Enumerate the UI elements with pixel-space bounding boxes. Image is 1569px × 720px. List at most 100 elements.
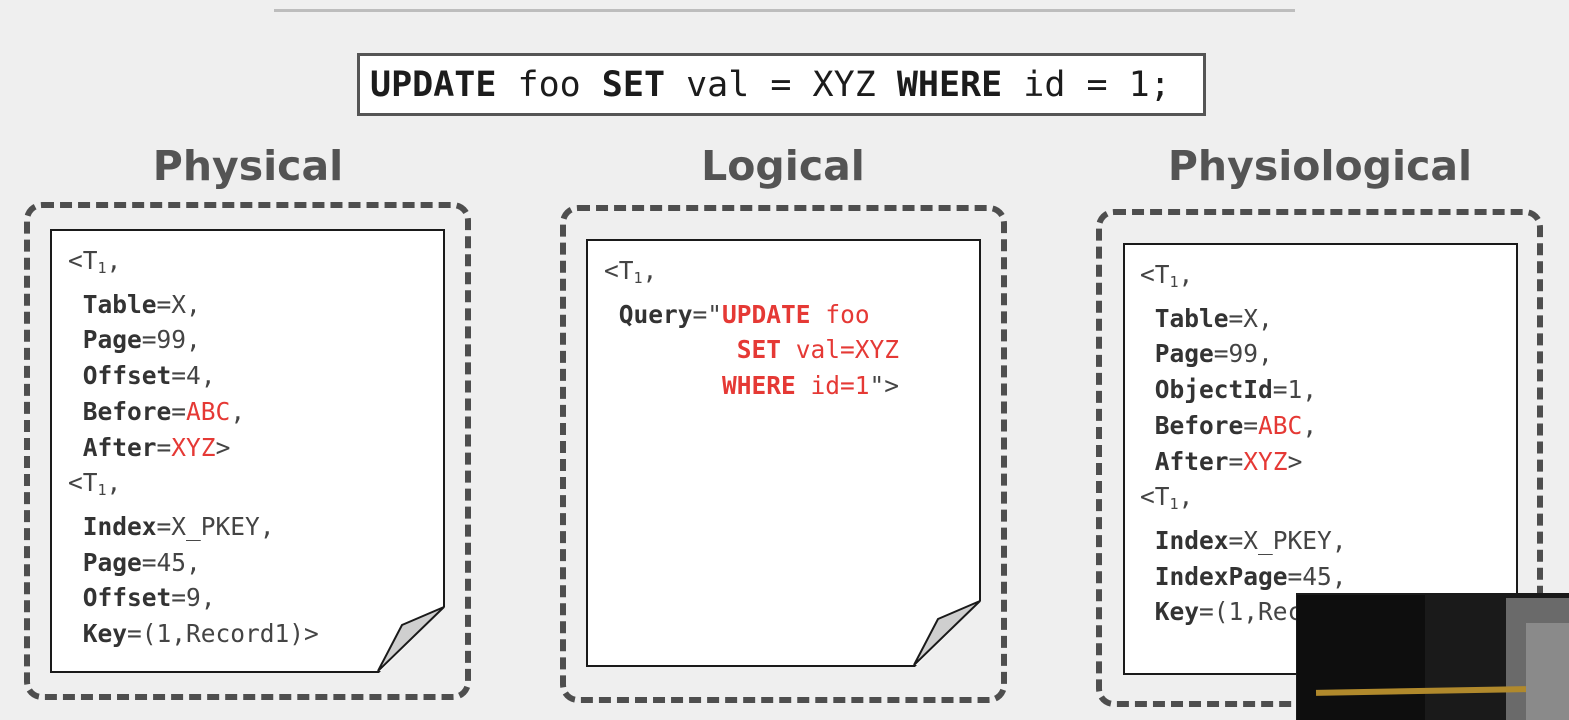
field-value: =9, [171, 583, 216, 613]
field-value [1140, 304, 1155, 333]
txn-subscript: 1 [1169, 273, 1179, 291]
field-value: WHERE [722, 371, 796, 401]
log-record-line: <T1, [1140, 257, 1391, 301]
log-record-line: Page=45, [68, 545, 319, 581]
field-name: IndexPage [1154, 561, 1288, 591]
field-value [1140, 375, 1155, 404]
sql-keyword: WHERE [896, 64, 1003, 105]
sql-text: foo [496, 64, 602, 105]
field-value [1140, 339, 1155, 368]
field-value: <T [68, 468, 98, 498]
field-name: Page [82, 325, 142, 355]
field-name: Table [82, 289, 157, 319]
field-value [68, 512, 83, 541]
field-value: =99, [141, 325, 201, 355]
log-record-line: Before=ABC, [1140, 408, 1391, 444]
log-record-line: Table=X, [68, 287, 319, 323]
field-name: Page [82, 547, 142, 577]
field-value: = [171, 396, 187, 426]
field-value [68, 325, 83, 354]
log-record-line: <T1, [68, 465, 319, 509]
field-name: Index [1154, 525, 1229, 555]
sql-text: val = XYZ [665, 64, 897, 105]
field-value: =X, [1228, 303, 1273, 333]
field-value: , [1302, 410, 1318, 440]
field-name: Key [82, 619, 128, 649]
field-value: XYZ [1243, 446, 1288, 476]
field-value [1140, 526, 1155, 555]
field-value: , [642, 256, 658, 285]
physical-log-page [50, 229, 445, 673]
logical-log-records: <T1, Query="UPDATE foo SET val=XYZ WHERE… [604, 253, 899, 404]
field-name: Offset [82, 583, 172, 613]
field-name: Offset [82, 361, 172, 391]
field-value [68, 361, 83, 390]
physiological-heading: Physiological [1167, 142, 1473, 190]
field-value: <T [68, 246, 98, 275]
field-value: = [1228, 446, 1244, 476]
field-name: After [1154, 446, 1229, 476]
log-record-line: Index=X_PKEY, [68, 509, 319, 545]
field-name: Query [618, 299, 693, 329]
field-value: , [230, 396, 246, 426]
field-value: =4, [171, 361, 216, 391]
field-value: "> [869, 371, 900, 401]
physiological-log-records: <T1, Table=X, Page=99, ObjectId=1, Befor… [1140, 257, 1391, 630]
field-value [68, 583, 83, 612]
log-record-line: Page=99, [1140, 336, 1391, 372]
field-value: =X, [156, 289, 201, 319]
field-value [1140, 411, 1155, 440]
field-value: , [1178, 260, 1194, 289]
sql-keyword: SET [601, 64, 666, 105]
log-record-line: After=XYZ> [68, 430, 319, 466]
field-name: Page [1154, 339, 1214, 369]
field-name: Before [1154, 410, 1244, 440]
speaker-video-overlay [1296, 593, 1569, 720]
log-record-line: Offset=4, [68, 358, 319, 394]
field-value: =X_PKEY, [1228, 525, 1347, 555]
top-divider [274, 9, 1295, 12]
physical-panel [24, 202, 471, 700]
field-value: XYZ [171, 432, 216, 462]
field-value: , [106, 468, 122, 498]
txn-subscript: 1 [633, 269, 643, 287]
log-record-line: Page=99, [68, 322, 319, 358]
field-value [68, 397, 83, 426]
field-value [604, 371, 722, 400]
field-value: <T [1140, 482, 1170, 512]
log-record-line: <T1, [68, 243, 319, 287]
field-value: =45, [1287, 561, 1347, 591]
log-record-line: SET val=XYZ [604, 332, 899, 368]
sql-query-box: UPDATE foo SET val = XYZ WHERE id = 1; [357, 53, 1206, 116]
field-value [1140, 447, 1155, 476]
log-record-line: Index=X_PKEY, [1140, 523, 1391, 559]
field-value: = [156, 432, 172, 462]
log-record-line: <T1, [604, 253, 899, 297]
field-value: UPDATE [722, 299, 811, 329]
page-curl-icon [913, 600, 981, 666]
field-value: = [1243, 410, 1259, 440]
sql-keyword: UPDATE [370, 64, 497, 105]
field-value: =X_PKEY, [156, 511, 275, 541]
field-value [1140, 597, 1155, 626]
field-value: val=XYZ [781, 335, 900, 365]
field-name: ObjectId [1154, 375, 1273, 405]
log-record-line: Key=(1,Record1)> [68, 616, 319, 652]
field-value: =" [692, 299, 723, 329]
txn-subscript: 1 [97, 481, 107, 500]
field-value: foo [810, 299, 870, 329]
field-value: <T [604, 256, 634, 285]
field-value: > [215, 432, 231, 462]
field-value: <T [1140, 260, 1170, 289]
field-value: ABC [186, 396, 231, 426]
log-record-line: Offset=9, [68, 580, 319, 616]
field-name: After [82, 432, 157, 462]
field-value [604, 335, 737, 364]
field-value: , [1178, 482, 1194, 512]
field-value: =99, [1213, 339, 1273, 369]
sql-text: id = 1; [1002, 64, 1171, 105]
log-record-line: IndexPage=45, [1140, 559, 1391, 595]
field-name: Index [82, 511, 157, 541]
log-record-line: Before=ABC, [68, 394, 319, 430]
field-name: Key [1154, 597, 1200, 627]
